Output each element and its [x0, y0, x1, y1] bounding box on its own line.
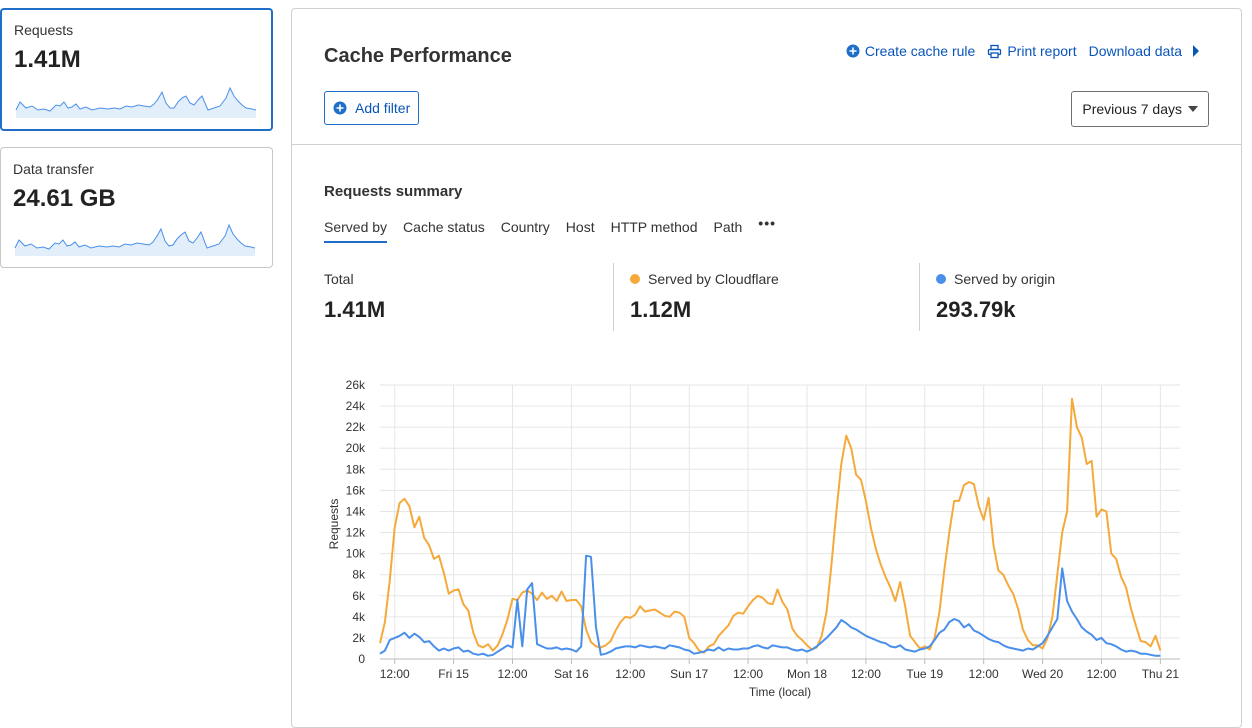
x-tick-label: 12:00: [851, 667, 881, 681]
metric-divider: [919, 263, 920, 331]
y-tick-label: 24k: [346, 399, 366, 413]
tab-country[interactable]: Country: [500, 219, 550, 235]
print-report-link[interactable]: Print report: [987, 43, 1077, 59]
y-tick-label: 22k: [346, 420, 366, 434]
y-tick-label: 16k: [346, 483, 366, 497]
y-tick-label: 0: [358, 652, 365, 666]
y-axis-ticks: 0 2k 4k 6k 8k 10k 12k 14k 16k 18k 20k 22k 24k 26k: [346, 378, 366, 666]
y-tick-label: 4k: [352, 610, 366, 624]
metric-divider: [613, 263, 614, 331]
y-tick-label: 26k: [346, 378, 366, 392]
tab-cache-status[interactable]: Cache status: [403, 219, 485, 235]
time-range-select[interactable]: Previous 7 days: [1071, 91, 1209, 127]
caret-right-icon: [1193, 45, 1199, 57]
cloudflare-legend-dot: [630, 274, 640, 284]
x-tick-label: Sat 16: [554, 667, 589, 681]
more-tabs-icon[interactable]: •••: [758, 215, 777, 231]
add-filter-label: Add filter: [355, 100, 411, 116]
stat-card-data-transfer[interactable]: Data transfer 24.61 GB: [0, 147, 273, 268]
x-tick-label: Tue 19: [906, 667, 943, 681]
y-tick-label: 6k: [352, 589, 366, 603]
add-filter-button[interactable]: Add filter: [324, 91, 420, 125]
metric-value: 1.12M: [630, 297, 692, 322]
chart-series: [379, 397, 1162, 657]
section-title: Requests summary: [324, 183, 463, 200]
x-tick-label: Thu 21: [1142, 667, 1180, 681]
x-axis-ticks: 12:00 Fri 15 12:00 Sat 16 12:00 Sun 17 12:00 Mo…: [380, 659, 1180, 681]
printer-icon: [988, 44, 1002, 58]
tab-host[interactable]: Host: [565, 219, 595, 235]
x-axis-label: Time (local): [749, 685, 811, 699]
x-tick-label: 12:00: [615, 667, 645, 681]
tab-served-by[interactable]: Served by: [324, 219, 388, 243]
x-tick-label: 12:00: [497, 667, 527, 681]
plus-circle-icon: [846, 44, 860, 58]
cache-performance-panel: Cache Performance Create cache rule Prin…: [291, 8, 1242, 728]
y-tick-label: 10k: [346, 547, 366, 561]
y-tick-label: 18k: [346, 462, 366, 476]
metric-origin: Served by origin 293.79k: [936, 271, 1055, 323]
x-tick-label: 12:00: [380, 667, 410, 681]
x-tick-label: Sun 17: [670, 667, 708, 681]
sparkline: [15, 86, 257, 118]
y-tick-label: 12k: [346, 526, 366, 540]
section-divider: [292, 144, 1241, 145]
tab-http-method[interactable]: HTTP method: [610, 219, 698, 235]
metric-label: Served by Cloudflare: [648, 271, 779, 287]
metric-total: Total 1.41M: [324, 271, 385, 323]
stat-card-requests[interactable]: Requests 1.41M: [0, 8, 273, 131]
header-actions: Create cache rule Print report Download …: [846, 43, 1201, 59]
metric-value: 293.79k: [936, 297, 1016, 322]
tab-path[interactable]: Path: [713, 219, 743, 235]
y-tick-label: 2k: [352, 631, 366, 645]
stat-value: 24.61 GB: [13, 185, 116, 212]
x-tick-label: Wed 20: [1022, 667, 1063, 681]
series-line-origin: [379, 554, 1161, 657]
chevron-down-icon: [1188, 106, 1198, 112]
x-tick-label: 12:00: [733, 667, 763, 681]
origin-legend-dot: [936, 274, 946, 284]
stat-label: Requests: [14, 22, 74, 38]
action-label: Create cache rule: [864, 43, 976, 59]
time-range-value: Previous 7 days: [1082, 101, 1182, 117]
metric-label: Total: [324, 271, 354, 287]
x-tick-label: 12:00: [1086, 667, 1116, 681]
y-axis-label: Requests: [327, 499, 341, 550]
metric-label: Served by origin: [954, 271, 1056, 287]
y-tick-label: 8k: [352, 568, 366, 582]
action-label: Print report: [1007, 43, 1077, 59]
x-tick-label: 12:00: [969, 667, 999, 681]
metric-cloudflare: Served by Cloudflare 1.12M: [630, 271, 779, 323]
y-tick-label: 14k: [346, 504, 366, 518]
action-label: Download data: [1088, 43, 1182, 59]
page-title: Cache Performance: [324, 45, 512, 67]
summary-tabs: Served by Cache status Country Host HTTP…: [324, 215, 776, 243]
sparkline: [14, 223, 256, 256]
stat-label: Data transfer: [13, 161, 94, 177]
stat-value: 1.41M: [14, 46, 81, 73]
chart-grid: [380, 384, 1180, 660]
series-line-cloudflare: [379, 397, 1162, 654]
x-tick-label: Fri 15: [438, 667, 469, 681]
metric-value: 1.41M: [324, 297, 386, 322]
plus-circle-icon: [333, 101, 347, 115]
x-tick-label: Mon 18: [787, 667, 827, 681]
create-cache-rule-link[interactable]: Create cache rule: [846, 43, 976, 59]
download-data-link[interactable]: Download data: [1089, 43, 1201, 59]
y-tick-label: 20k: [346, 441, 366, 455]
